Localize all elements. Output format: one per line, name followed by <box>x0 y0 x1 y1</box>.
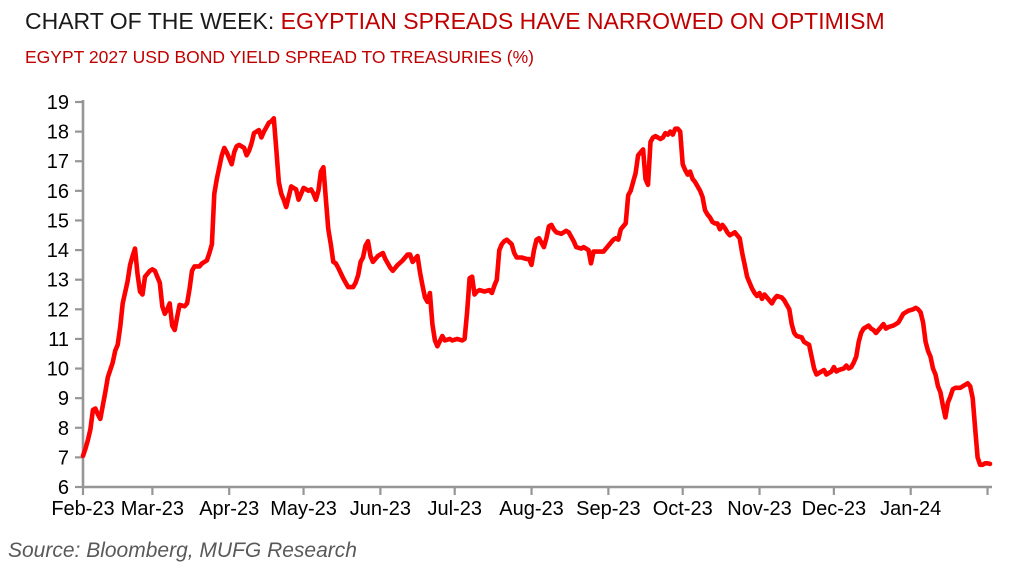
page-title: CHART OF THE WEEK: EGYPTIAN SPREADS HAVE… <box>25 8 885 35</box>
y-tick-label: 9 <box>58 388 69 410</box>
x-tick-label: Jan-24 <box>880 498 941 520</box>
x-tick-label: Aug-23 <box>499 498 564 520</box>
x-tick-label: May-23 <box>270 498 337 520</box>
y-tick-label: 17 <box>47 151 69 173</box>
x-tick-label: Nov-23 <box>727 498 791 520</box>
x-axis-ticks <box>81 487 989 495</box>
y-tick-label: 18 <box>47 122 69 144</box>
y-tick-label: 8 <box>58 418 69 440</box>
y-tick-label: 11 <box>48 329 69 351</box>
x-tick-label: Apr-23 <box>199 498 259 520</box>
y-tick-label: 13 <box>47 270 69 292</box>
y-tick-label: 14 <box>47 240 69 262</box>
y-tick-label: 10 <box>47 359 69 381</box>
x-tick-label: Jun-23 <box>350 498 411 520</box>
y-axis-ticks <box>75 100 83 489</box>
chart-subtitle: EGYPT 2027 USD BOND YIELD SPREAD TO TREA… <box>25 47 534 67</box>
y-axis-labels: 6 7 8 9 10 11 12 13 14 15 16 17 18 19 <box>47 92 69 499</box>
x-tick-label: Jul-23 <box>427 498 481 520</box>
spread-line-path <box>80 116 993 468</box>
x-axis-labels: Feb-23 Mar-23 Apr-23 May-23 Jun-23 Jul-23 Aug-… <box>51 498 941 520</box>
x-tick-label: Sep-23 <box>576 498 641 520</box>
title-highlight: EGYPTIAN SPREADS HAVE NARROWED ON OPTIMI… <box>280 8 885 34</box>
y-tick-label: 16 <box>47 181 69 203</box>
y-tick-label: 7 <box>58 447 69 469</box>
axes <box>81 100 992 489</box>
x-tick-label: Oct-23 <box>653 498 713 520</box>
x-tick-label: Dec-23 <box>802 498 866 520</box>
y-tick-label: 19 <box>47 92 69 114</box>
y-tick-label: 12 <box>47 299 69 321</box>
y-tick-label: 6 <box>58 477 69 499</box>
title-prefix: CHART OF THE WEEK: <box>25 8 281 34</box>
y-tick-label: 15 <box>47 210 69 232</box>
x-tick-label: Mar-23 <box>121 498 184 520</box>
x-tick-label: Feb-23 <box>51 498 114 520</box>
source-note: Source: Bloomberg, MUFG Research <box>8 539 357 562</box>
